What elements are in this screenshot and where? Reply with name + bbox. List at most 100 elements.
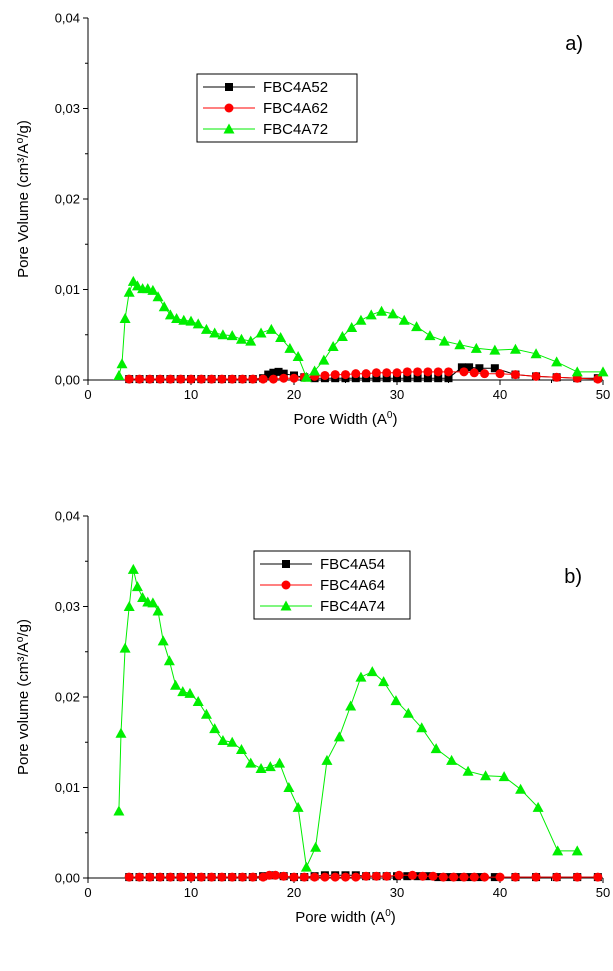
data-point bbox=[152, 291, 164, 302]
data-point bbox=[392, 368, 402, 378]
data-point bbox=[270, 870, 280, 880]
data-point bbox=[355, 671, 367, 682]
data-point bbox=[171, 312, 183, 323]
data-point bbox=[113, 805, 125, 816]
data-point bbox=[292, 801, 304, 812]
data-point bbox=[341, 370, 350, 380]
data-point bbox=[411, 321, 423, 332]
data-point bbox=[124, 374, 134, 384]
data-point bbox=[571, 366, 583, 377]
data-point bbox=[371, 871, 381, 881]
data-point bbox=[258, 374, 268, 384]
data-point bbox=[145, 374, 155, 384]
data-point bbox=[176, 872, 186, 882]
data-point bbox=[284, 342, 296, 353]
data-point bbox=[552, 872, 562, 882]
data-point bbox=[147, 597, 159, 608]
data-point bbox=[255, 762, 267, 773]
data-point bbox=[184, 687, 196, 698]
x-tick-label: 40 bbox=[493, 885, 507, 900]
legend-label: FBC4A74 bbox=[320, 598, 385, 615]
data-point bbox=[269, 368, 278, 377]
data-point bbox=[336, 331, 348, 342]
legend-marker bbox=[223, 123, 235, 134]
data-point bbox=[394, 870, 404, 880]
data-point bbox=[176, 374, 186, 384]
data-point bbox=[423, 367, 433, 377]
data-point bbox=[532, 801, 544, 812]
data-point bbox=[165, 374, 175, 384]
data-point bbox=[283, 782, 295, 792]
data-point bbox=[438, 872, 448, 882]
data-point bbox=[192, 318, 204, 329]
data-point bbox=[530, 348, 542, 359]
x-axis-label: Pore width (A0) bbox=[295, 908, 396, 926]
data-point bbox=[310, 841, 322, 852]
data-point bbox=[446, 754, 458, 765]
data-point bbox=[163, 655, 175, 666]
legend-label: FBC4A72 bbox=[263, 121, 328, 138]
data-point bbox=[398, 314, 410, 325]
data-point bbox=[279, 871, 289, 881]
data-point bbox=[597, 366, 609, 377]
data-point bbox=[289, 872, 299, 882]
data-point bbox=[274, 367, 283, 376]
data-point bbox=[186, 374, 196, 384]
data-point bbox=[346, 322, 358, 333]
data-point bbox=[571, 845, 583, 856]
data-point bbox=[423, 374, 432, 383]
data-point bbox=[362, 374, 371, 383]
data-point bbox=[402, 707, 414, 718]
data-point bbox=[248, 872, 258, 882]
data-point bbox=[351, 369, 361, 379]
data-point bbox=[469, 368, 479, 378]
data-point bbox=[217, 734, 229, 745]
data-point bbox=[200, 708, 212, 719]
legend-marker bbox=[280, 600, 292, 611]
data-point bbox=[475, 364, 484, 373]
data-point bbox=[185, 315, 197, 326]
legend-label: FBC4A52 bbox=[263, 79, 328, 96]
x-axis-label: Pore Width (A0) bbox=[294, 410, 398, 428]
data-point bbox=[192, 696, 204, 707]
data-point bbox=[495, 369, 505, 379]
data-point bbox=[127, 563, 139, 574]
y-tick-label: 0,02 bbox=[55, 690, 80, 705]
y-tick-label: 0,03 bbox=[55, 101, 80, 116]
data-point bbox=[268, 374, 278, 384]
data-point bbox=[137, 591, 149, 602]
x-tick-label: 0 bbox=[84, 885, 91, 900]
legend-label: FBC4A54 bbox=[320, 556, 385, 573]
series-FBC4A62 bbox=[124, 367, 603, 384]
data-point bbox=[164, 309, 176, 320]
data-point bbox=[351, 374, 360, 383]
data-point bbox=[300, 371, 312, 382]
x-tick-label: 20 bbox=[287, 387, 301, 402]
data-point bbox=[413, 374, 422, 383]
data-point bbox=[552, 372, 562, 382]
data-point bbox=[207, 374, 217, 384]
y-tick-label: 0,04 bbox=[55, 11, 80, 26]
data-point bbox=[300, 861, 312, 872]
data-point bbox=[155, 374, 165, 384]
x-tick-label: 50 bbox=[596, 885, 610, 900]
data-point bbox=[462, 765, 474, 776]
data-point bbox=[115, 727, 127, 738]
data-point bbox=[387, 308, 399, 319]
data-point bbox=[279, 369, 288, 378]
data-point bbox=[248, 374, 258, 384]
data-point bbox=[135, 374, 144, 384]
data-point bbox=[275, 331, 287, 342]
y-tick-label: 0,03 bbox=[55, 599, 80, 614]
data-point bbox=[457, 363, 466, 372]
data-point bbox=[444, 367, 453, 377]
y-axis-label: Pore Volume (cm³/A⁰/g) bbox=[15, 120, 32, 278]
data-point bbox=[292, 350, 304, 361]
chart-panel-a: 0 10 20 30 40 50 0,00 0,01 0,02 0,03 0,04 Pore Widt… bbox=[15, 11, 610, 429]
data-point bbox=[361, 369, 371, 379]
y-tick-label: 0,01 bbox=[55, 282, 80, 297]
legend-label: FBC4A64 bbox=[320, 577, 385, 594]
x-tick-label: 0 bbox=[84, 387, 91, 402]
data-point bbox=[403, 374, 412, 383]
